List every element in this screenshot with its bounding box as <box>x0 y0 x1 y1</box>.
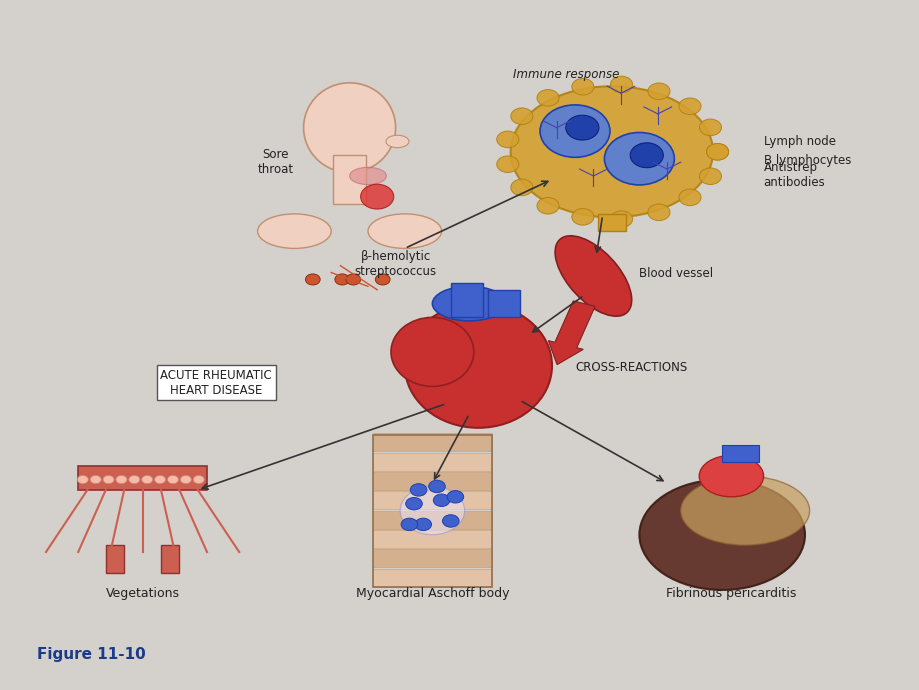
Circle shape <box>565 115 598 140</box>
Circle shape <box>647 83 669 99</box>
Circle shape <box>447 491 463 503</box>
Circle shape <box>698 119 720 136</box>
Bar <box>372 433 492 451</box>
Bar <box>372 549 492 567</box>
Circle shape <box>572 208 594 225</box>
Circle shape <box>410 484 426 496</box>
Circle shape <box>154 475 165 484</box>
Bar <box>372 491 492 509</box>
Ellipse shape <box>432 286 505 321</box>
Circle shape <box>346 274 360 285</box>
Circle shape <box>610 211 632 228</box>
Bar <box>372 453 492 471</box>
FancyArrow shape <box>548 301 595 364</box>
Ellipse shape <box>303 83 395 172</box>
Text: Fibrinous pericarditis: Fibrinous pericarditis <box>665 587 796 600</box>
Circle shape <box>678 98 700 115</box>
Circle shape <box>496 131 518 148</box>
Ellipse shape <box>404 304 551 428</box>
Text: Sore
throat: Sore throat <box>257 148 294 176</box>
Circle shape <box>180 475 191 484</box>
Circle shape <box>375 274 390 285</box>
Ellipse shape <box>680 476 809 545</box>
Circle shape <box>401 518 417 531</box>
Text: CROSS-REACTIONS: CROSS-REACTIONS <box>574 362 686 374</box>
Bar <box>372 472 492 490</box>
Bar <box>450 283 482 317</box>
Circle shape <box>698 168 720 184</box>
Circle shape <box>572 79 594 95</box>
Circle shape <box>103 475 114 484</box>
Circle shape <box>510 179 532 196</box>
Circle shape <box>537 197 559 214</box>
Text: Vegetations: Vegetations <box>106 587 179 600</box>
Text: ACUTE RHEUMATIC
HEART DISEASE: ACUTE RHEUMATIC HEART DISEASE <box>160 369 272 397</box>
Circle shape <box>335 274 349 285</box>
Ellipse shape <box>639 480 804 590</box>
Bar <box>487 290 519 317</box>
Circle shape <box>360 184 393 209</box>
Circle shape <box>428 480 445 493</box>
Circle shape <box>706 144 728 160</box>
Circle shape <box>90 475 101 484</box>
Circle shape <box>442 515 459 527</box>
Circle shape <box>414 518 431 531</box>
Text: Blood vessel: Blood vessel <box>639 268 713 280</box>
Ellipse shape <box>386 135 408 148</box>
Ellipse shape <box>391 317 473 386</box>
Circle shape <box>142 475 153 484</box>
Circle shape <box>305 274 320 285</box>
Text: β-hemolytic
streptococcus: β-hemolytic streptococcus <box>354 250 437 278</box>
Circle shape <box>116 475 127 484</box>
Ellipse shape <box>698 455 763 497</box>
Ellipse shape <box>349 168 386 185</box>
Text: Myocardial Aschoff body: Myocardial Aschoff body <box>356 587 508 600</box>
Bar <box>721 445 758 462</box>
Ellipse shape <box>400 486 464 535</box>
Circle shape <box>678 189 700 206</box>
Circle shape <box>510 108 532 124</box>
Text: Antistrep
antibodies: Antistrep antibodies <box>763 161 824 189</box>
Circle shape <box>77 475 88 484</box>
Text: B lymphocytes: B lymphocytes <box>763 155 850 167</box>
Bar <box>372 511 492 529</box>
Ellipse shape <box>257 214 331 248</box>
Circle shape <box>537 90 559 106</box>
Bar <box>372 435 492 586</box>
Circle shape <box>610 76 632 92</box>
Bar <box>78 466 207 490</box>
Circle shape <box>193 475 204 484</box>
Circle shape <box>129 475 140 484</box>
Circle shape <box>647 204 669 221</box>
Circle shape <box>496 156 518 172</box>
Circle shape <box>604 132 674 185</box>
Circle shape <box>167 475 178 484</box>
Circle shape <box>539 105 609 157</box>
Text: Immune response: Immune response <box>512 68 618 81</box>
Bar <box>372 530 492 548</box>
Bar <box>333 155 366 204</box>
Bar <box>161 545 179 573</box>
Bar <box>106 545 124 573</box>
Circle shape <box>433 494 449 506</box>
Ellipse shape <box>510 86 712 217</box>
Text: Lymph node: Lymph node <box>763 135 834 148</box>
Bar <box>372 569 492 586</box>
Ellipse shape <box>554 236 631 316</box>
Circle shape <box>405 497 422 510</box>
Bar <box>597 214 625 231</box>
Ellipse shape <box>368 214 441 248</box>
Circle shape <box>630 143 663 168</box>
Text: Figure 11-10: Figure 11-10 <box>37 647 145 662</box>
Circle shape <box>706 144 728 160</box>
